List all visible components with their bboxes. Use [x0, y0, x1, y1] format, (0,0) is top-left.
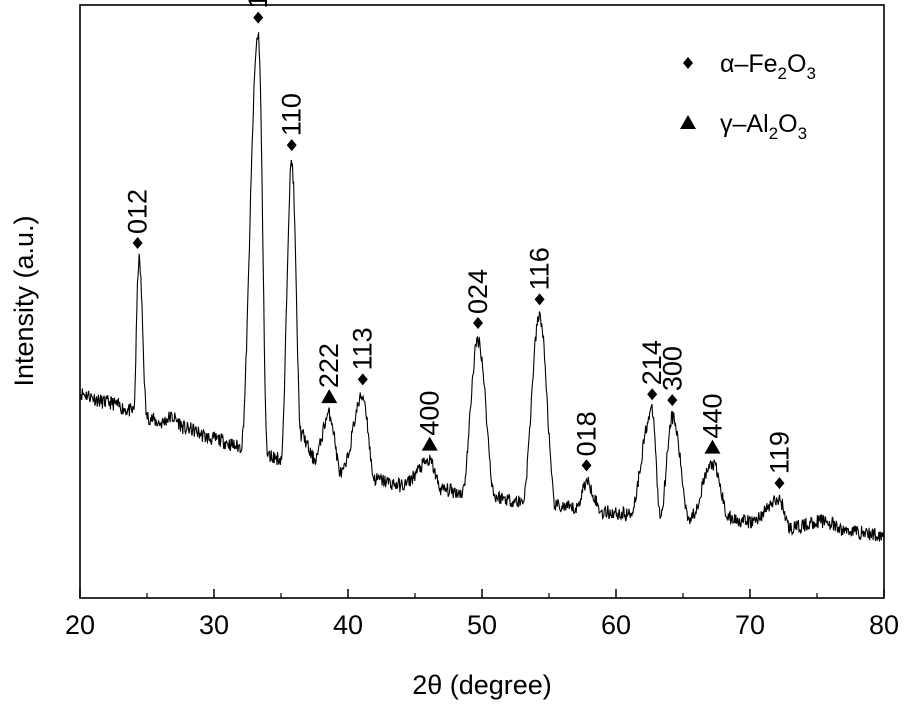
peak-hkl-label: 119 [764, 431, 794, 474]
peak-hkl-label: 300 [657, 346, 687, 391]
peak-marker-diamond [253, 11, 264, 24]
x-tick-label: 80 [869, 610, 899, 640]
legend-diamond-icon [683, 57, 693, 69]
x-tick-label: 50 [467, 610, 497, 640]
peak-hkl-label: 110 [277, 93, 307, 136]
peak-hkl-label: 214 [637, 340, 667, 385]
peak-marker-triangle [321, 389, 338, 404]
peak-marker-diamond [667, 394, 678, 407]
peak-hkl-label: 104 [243, 0, 273, 9]
peak-hkl-label: 400 [415, 391, 445, 436]
x-tick-label: 60 [601, 610, 631, 640]
legend-entry-label: α–Fe2O3 [720, 50, 816, 83]
legend-triangle-icon [680, 115, 696, 129]
peak-hkl-label: 116 [525, 247, 555, 290]
peak-marker-triangle [421, 436, 438, 451]
peak-marker-diamond [357, 373, 368, 386]
peak-hkl-label: 113 [348, 327, 378, 370]
peak-marker-diamond [286, 139, 297, 152]
peak-hkl-label: 440 [697, 394, 727, 439]
peak-marker-diamond [581, 459, 592, 472]
peak-marker-triangle [704, 439, 721, 454]
peak-hkl-label: 222 [314, 343, 344, 388]
legend-entry-label: γ–Al2O3 [720, 110, 807, 143]
peak-marker-diamond [647, 388, 658, 401]
x-tick-label: 20 [65, 610, 95, 640]
peak-marker-diamond [132, 236, 143, 249]
x-tick-label: 40 [333, 610, 363, 640]
peak-marker-diamond [534, 293, 545, 306]
peak-hkl-label: 024 [463, 269, 493, 314]
peak-hkl-label: 018 [572, 411, 602, 456]
y-axis-title: Intensity (a.u.) [9, 215, 39, 386]
x-tick-label: 30 [199, 610, 229, 640]
peak-marker-diamond [774, 477, 785, 490]
peak-hkl-label: 012 [123, 189, 153, 234]
x-axis-title: 2θ (degree) [412, 670, 552, 700]
peak-marker-diamond [472, 317, 483, 330]
xrd-pattern-line [79, 32, 885, 542]
x-tick-label: 70 [735, 610, 765, 640]
